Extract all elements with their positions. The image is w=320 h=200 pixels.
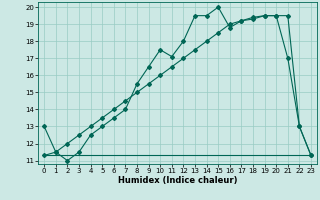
- X-axis label: Humidex (Indice chaleur): Humidex (Indice chaleur): [118, 176, 237, 185]
